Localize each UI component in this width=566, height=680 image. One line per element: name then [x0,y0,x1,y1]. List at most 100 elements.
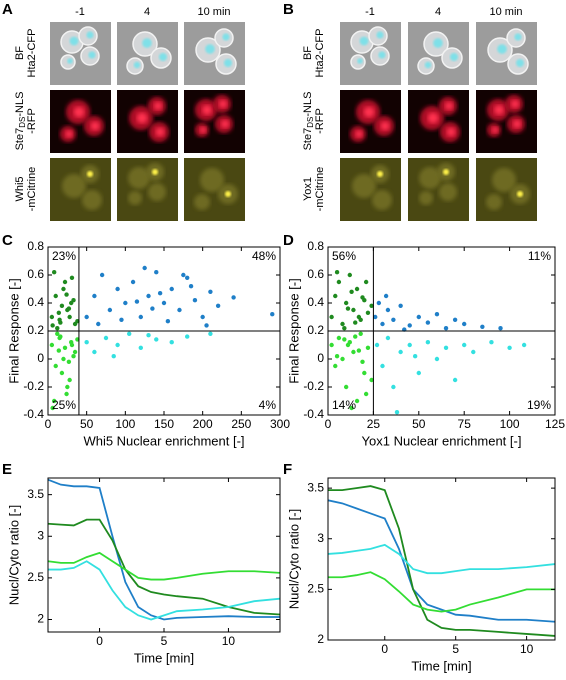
micrograph [50,90,111,153]
nucleus [444,101,454,111]
scatter-point [407,342,412,348]
scatter-point [407,323,412,328]
line-series [48,518,280,616]
scatter-point [71,298,76,303]
scatter-point [69,275,75,280]
row-label-part: Ste7 [302,128,314,151]
y-tick-label: 0.6 [307,267,324,281]
scatter-point [208,289,213,294]
cell [200,168,224,192]
nucleus [90,121,100,131]
row-label: Ste7DS-NLS [14,92,27,151]
column-header: 4 [144,6,150,18]
scatter-point [169,286,174,292]
scatter-point [443,345,449,350]
scatter-point [334,354,340,359]
scatter-point [498,326,503,331]
scatter-point [391,317,396,322]
nucleus [155,127,165,137]
y-tick-label: 3.5 [307,480,324,494]
nucleus [450,53,458,61]
quadrant-percentage: 48% [252,249,276,263]
x-tick-label: 75 [458,417,472,431]
scatter-point [208,331,213,336]
scatter-point [425,320,431,325]
scatter-point [385,307,391,313]
scatter-point [119,317,124,322]
scatter-point [51,270,57,275]
scatter-point [107,307,113,313]
line-series [328,499,555,623]
nucleus [427,112,439,124]
x-tick-label: 0 [45,417,52,431]
row-label: BF [14,46,26,60]
scatter-point [61,356,66,362]
nucleus [202,105,212,115]
panel-letter: C [2,232,13,249]
x-tick-label: 5 [452,642,459,656]
scatter-point [64,292,69,297]
cell [194,194,210,210]
scatter-point [115,342,120,348]
line-series [328,485,555,637]
row-label: Whi5 [14,176,26,201]
x-tick-label: 100 [500,417,520,431]
row-label: Hta2-CFP [26,29,38,78]
scatter-point [373,314,378,320]
nucleus [494,105,504,115]
micrograph [340,22,401,85]
micrograph [117,158,178,221]
cell [128,191,142,205]
scatter-point [443,326,449,331]
cell [128,167,150,189]
quadrant-percentage: 23% [52,249,76,263]
scatter-point [161,300,167,306]
scatter-point [434,312,440,317]
scatter-point [59,370,65,376]
scatter-point [342,326,347,331]
x-tick-label: 50 [80,417,94,431]
nucleus [380,121,390,131]
scatter-point [72,349,78,355]
x-tick-label: 0 [96,634,103,648]
cell [419,167,441,189]
scatter-point [353,320,358,325]
x-tick-label: 250 [231,417,251,431]
scatter-point [56,348,62,353]
panel-letter: F [283,461,292,478]
panel-letter: B [283,1,294,18]
scatter-point [177,307,182,313]
nucleus [88,51,96,59]
scatter-point [134,299,140,304]
scatter-point [111,354,116,359]
x-tick-label: 150 [154,417,174,431]
scatter-point [157,291,163,296]
micrograph [408,90,469,153]
scatter-point [340,321,345,327]
micrograph [184,22,245,85]
cell [486,194,502,210]
scatter-point [362,370,367,376]
row-label: Ste7DS-NLS [302,92,315,151]
panel-letter: A [2,1,13,18]
scatter-point [347,272,352,278]
scatter-point [62,345,68,350]
scatter-point [71,354,76,359]
y-tick-label: 3 [37,528,44,542]
micrograph [340,90,401,153]
scatter-point [391,384,396,390]
scatter-point [66,306,72,311]
micrograph [476,22,537,85]
scatter-point [333,363,338,369]
cell [419,191,433,205]
scatter-point [489,340,494,345]
micrograph [408,158,469,221]
scatter-point [380,363,385,369]
column-header: 4 [435,6,441,18]
x-tick-label: 10 [222,634,236,648]
nucleus [424,61,432,69]
scatter-point [154,337,159,342]
x-tick-label: 25 [367,417,381,431]
scatter-point [340,356,345,362]
scatter-point [169,340,174,345]
